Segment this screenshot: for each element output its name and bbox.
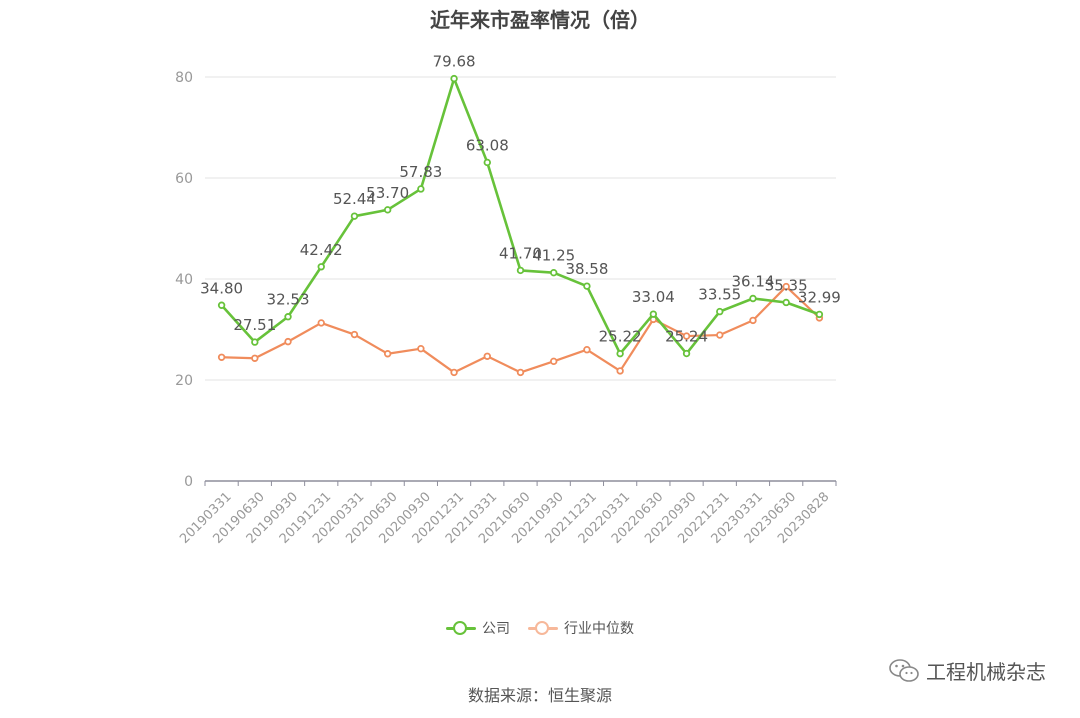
data-label: 38.58 [565,260,608,278]
legend-label-industry-median: 行业中位数 [564,621,634,637]
data-point-industry-median [749,316,757,325]
data-label: 34.80 [200,279,243,297]
data-point-company [483,158,491,167]
data-point-industry-median [317,319,325,327]
series-lines [217,74,824,377]
data-label: 32.53 [267,291,310,309]
data-point-industry-median [682,332,691,340]
data-point-industry-median [251,354,259,362]
data-label: 36.14 [731,272,774,290]
data-point-company [251,338,259,346]
data-point-company [749,294,757,303]
chart-title: 近年来市盈率情况（倍） [430,8,650,32]
legend-label-company: 公司 [482,621,510,637]
data-point-industry-median [217,353,226,361]
data-point-industry-median [616,367,624,375]
data-label: 32.99 [798,288,841,306]
data-label: 52.44 [333,190,376,208]
data-label: 35.35 [765,276,808,294]
data-point-company [217,301,226,309]
legend: 公司 行业中位数 [0,618,1080,638]
wechat-icon [889,658,919,682]
data-label: 25.24 [665,328,708,346]
data-point-industry-median [350,330,359,339]
legend-line-circle-icon [446,621,476,635]
data-point-company [716,307,724,316]
data-point-industry-median [516,368,525,377]
x-axis: 2019033120190630201909302019123120200331… [177,480,837,547]
data-point-company [550,268,558,277]
y-tick-label: 40 [175,272,193,288]
data-point-industry-median [284,337,292,346]
legend-item-company[interactable]: 公司 [446,618,510,638]
data-label: 33.55 [698,286,741,304]
grid-lines [205,76,836,381]
data-point-company [284,313,292,321]
data-label: 41.25 [532,247,575,265]
data-point-company [616,349,624,358]
watermark-text: 工程机械杂志 [926,660,1046,684]
data-point-company [649,310,658,318]
data-point-company [516,266,525,275]
data-point-industry-median [716,331,724,339]
data-point-company [417,185,425,193]
data-point-industry-median [417,344,425,353]
data-point-company [782,298,790,307]
data-label: 63.08 [466,136,509,154]
data-point-industry-median [483,352,491,360]
data-point-industry-median [583,346,591,354]
data-point-industry-median [782,282,790,291]
data-point-company [682,349,691,358]
data-point-industry-median [450,368,458,377]
data-point-industry-median [383,350,392,358]
y-tick-label: 0 [184,474,193,490]
data-label: 25.22 [599,328,642,346]
data-point-company [317,263,325,271]
data-label: 27.51 [233,316,276,334]
y-tick-label: 20 [175,373,193,389]
legend-item-industry-median[interactable]: 行业中位数 [528,618,634,638]
y-axis-ticks: 0 20 40 60 80 [175,70,193,490]
data-point-industry-median [550,357,558,366]
data-point-company [583,282,591,290]
data-label: 79.68 [433,53,476,71]
data-label: 57.83 [399,163,442,181]
data-label: 41.70 [499,244,542,262]
data-label: 33.04 [632,288,675,306]
y-tick-label: 60 [175,171,193,187]
legend-line-circle-icon [528,621,558,635]
data-point-company [383,206,392,214]
data-label: 53.70 [366,184,409,202]
data-point-company [450,74,458,83]
series-line-company [220,77,820,355]
y-tick-label: 80 [175,70,193,86]
data-label: 42.42 [300,241,343,259]
source-text: 数据来源：恒生聚源 [467,686,612,705]
data-point-company [815,310,824,319]
watermark: 工程机械杂志 [888,656,1046,685]
data-point-company [350,212,359,220]
